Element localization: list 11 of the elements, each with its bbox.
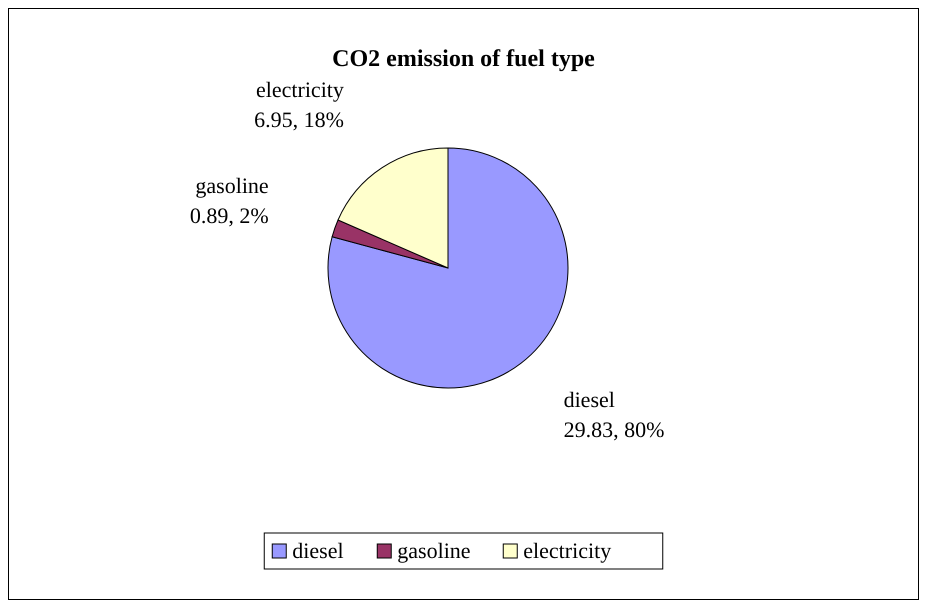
data-label: 0.89, 2% xyxy=(190,203,269,228)
slice-label: diesel xyxy=(564,386,615,412)
chart-title: CO2 emission of fuel type xyxy=(332,46,596,72)
data-label: 29.83, 80% xyxy=(564,416,664,442)
legend-label: gasoline xyxy=(397,538,471,563)
slice-label: electricity xyxy=(256,77,344,102)
legend-label: electricity xyxy=(523,538,612,563)
legend-label: diesel xyxy=(292,538,344,563)
data-label: 6.95, 18% xyxy=(254,107,344,132)
pie-slice xyxy=(328,148,568,388)
slice-label: gasoline xyxy=(195,173,269,198)
